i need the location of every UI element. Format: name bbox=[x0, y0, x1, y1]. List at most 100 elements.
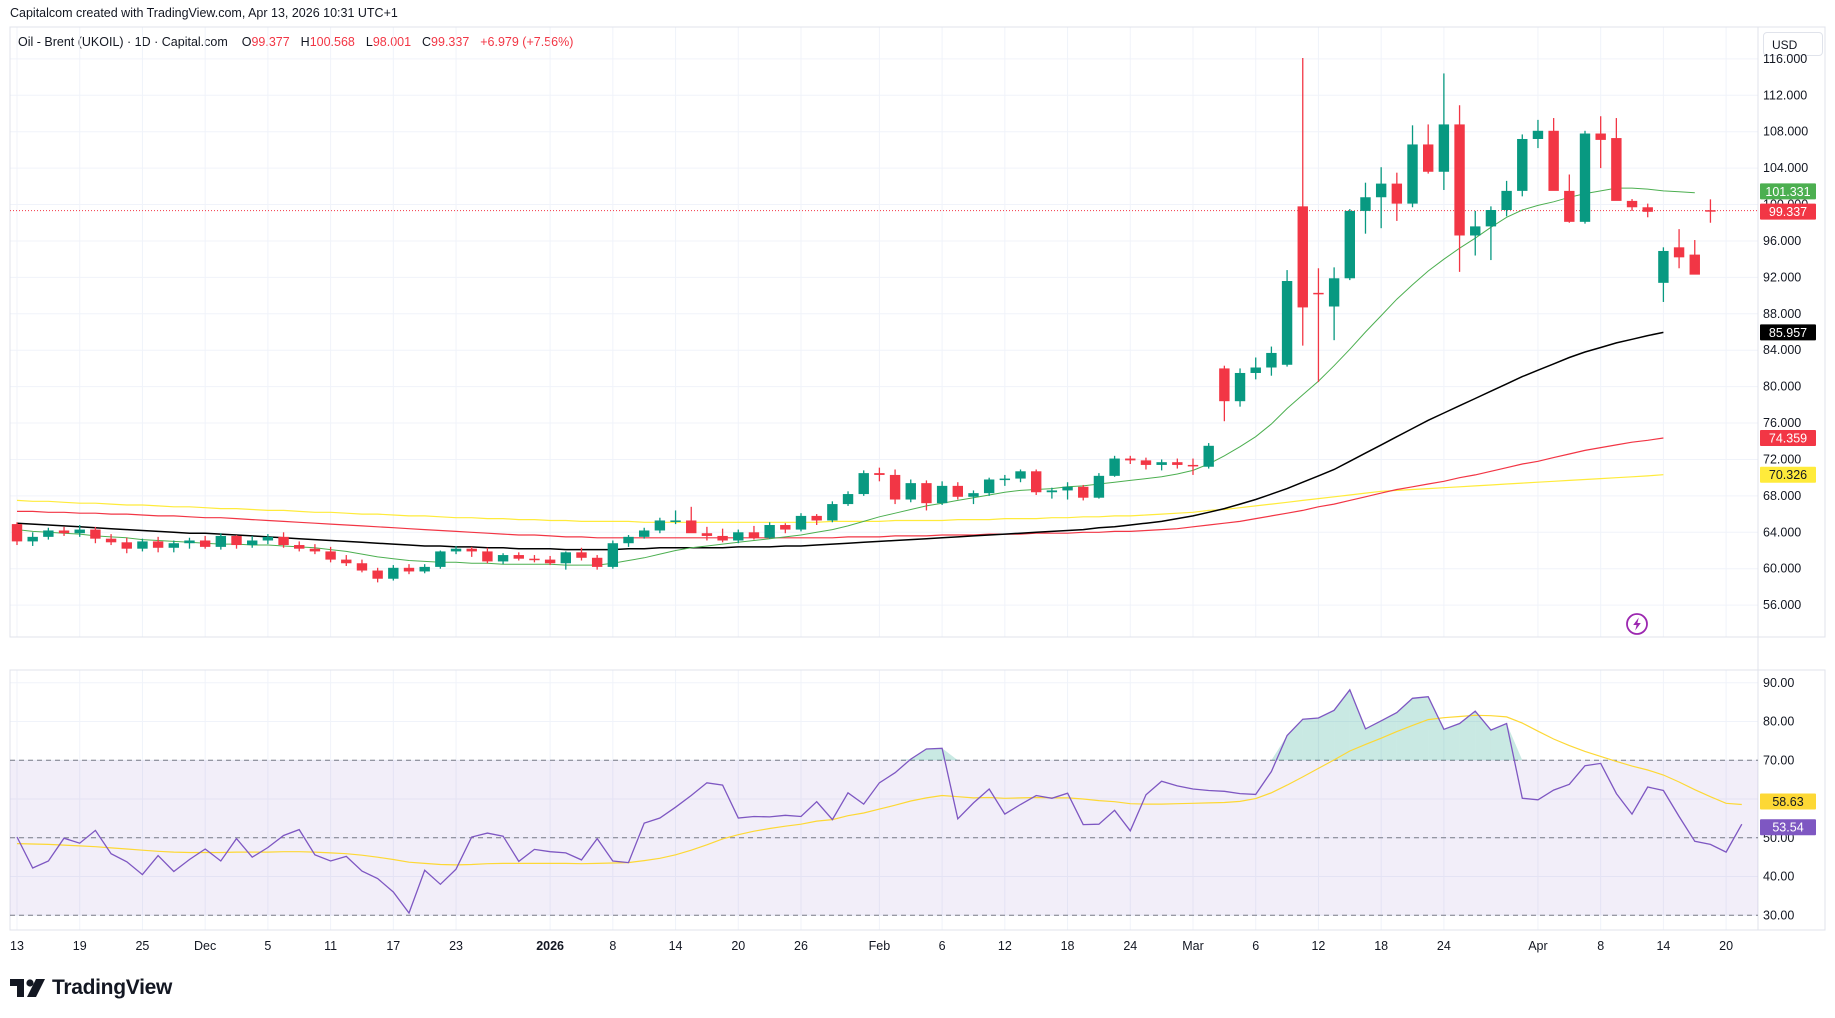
symbol-title[interactable]: Oil - Brent (UKOIL) · 1D · Capital.com bbox=[18, 35, 228, 49]
candle-body bbox=[1407, 144, 1418, 204]
gridlines bbox=[10, 27, 1758, 930]
rsi-band bbox=[10, 759, 1758, 916]
candle-body bbox=[1344, 210, 1355, 279]
candle-body bbox=[294, 545, 305, 549]
candle-body bbox=[1689, 254, 1700, 275]
candle-body bbox=[1532, 130, 1544, 139]
candle-body bbox=[999, 478, 1011, 481]
candle-body bbox=[639, 530, 650, 537]
rsi-overbought-fill bbox=[1412, 696, 1429, 761]
low-label: L bbox=[365, 35, 373, 49]
rsi-line bbox=[16, 688, 1743, 915]
candle-body bbox=[780, 525, 791, 530]
rsi-overbought-fill bbox=[1349, 689, 1366, 761]
candle-body bbox=[325, 551, 336, 560]
candle-body bbox=[670, 520, 681, 522]
candle-body bbox=[1626, 200, 1638, 208]
rsi-overbought-fill bbox=[1271, 735, 1288, 761]
rsi-overbought-fill bbox=[1396, 698, 1413, 761]
price-tick-label: 116.000 bbox=[1763, 52, 1807, 66]
time-tick-label: 14 bbox=[1656, 939, 1670, 953]
candle-body bbox=[450, 548, 462, 552]
rsi-overbought-fill bbox=[1334, 689, 1350, 761]
time-tick-label: 18 bbox=[1374, 939, 1388, 953]
price-tick-label: 64.000 bbox=[1763, 525, 1801, 539]
price-tick-label: 104.000 bbox=[1763, 161, 1808, 175]
rsi-overbought-fill bbox=[942, 748, 958, 761]
high-value: 100.568 bbox=[309, 35, 355, 49]
candle-body bbox=[936, 485, 948, 504]
time-tick-label: Dec bbox=[194, 939, 216, 953]
candle-body bbox=[152, 541, 164, 548]
price-tick-label: 56.000 bbox=[1763, 598, 1801, 612]
candle-body bbox=[1093, 475, 1105, 498]
candle-body bbox=[90, 529, 101, 539]
candle-body bbox=[435, 551, 446, 567]
candlesticks bbox=[11, 57, 1716, 583]
candle-body bbox=[372, 570, 383, 579]
open-label: O bbox=[241, 35, 252, 49]
tradingview-logo-icon bbox=[10, 979, 45, 997]
time-tick-label: 12 bbox=[998, 939, 1012, 953]
candle-body bbox=[27, 536, 38, 542]
ma_fast-line bbox=[16, 187, 1695, 566]
rsi-badge-bg bbox=[1760, 819, 1816, 836]
candle-body bbox=[247, 540, 258, 546]
candle-body bbox=[1281, 281, 1293, 365]
candle-body bbox=[1705, 210, 1716, 212]
time-tick-label: 6 bbox=[939, 939, 946, 953]
candle-body bbox=[215, 535, 227, 547]
candle-body bbox=[544, 559, 556, 564]
candle-body bbox=[733, 532, 744, 541]
rsi-tick-label: 70.00 bbox=[1763, 753, 1794, 767]
lightning-icon[interactable] bbox=[1626, 613, 1648, 635]
candle-body bbox=[74, 529, 85, 534]
candle-body bbox=[513, 555, 524, 559]
candle-body bbox=[1187, 464, 1199, 467]
candle-body bbox=[1015, 471, 1026, 479]
candle-body bbox=[341, 559, 352, 564]
candle-body bbox=[231, 535, 242, 546]
candle-body bbox=[968, 493, 979, 497]
price-axis[interactable]: 116.000112.000108.000104.000100.00096.00… bbox=[1763, 52, 1808, 612]
source-line: Capitalcom created with TradingView.com,… bbox=[10, 6, 398, 20]
candle-body bbox=[309, 548, 321, 552]
time-tick-label: 14 bbox=[669, 939, 683, 953]
currency-button[interactable]: USD bbox=[1763, 32, 1823, 56]
candle-body bbox=[874, 473, 885, 475]
candle-body bbox=[466, 548, 477, 552]
candle-body bbox=[1470, 226, 1481, 236]
ma-fast-badge-bg bbox=[1760, 183, 1816, 200]
candle-body bbox=[795, 515, 807, 530]
high-label: H bbox=[300, 35, 310, 49]
candle-body bbox=[199, 540, 211, 547]
candle-body bbox=[983, 479, 995, 494]
candle-body bbox=[1548, 130, 1559, 191]
time-axis[interactable]: 13 19 25 Dec 5 11 17 23 2026 8 14 20 26 Feb 6 12 18 24 Mar… bbox=[10, 939, 1733, 953]
ma_red-line bbox=[17, 437, 1664, 539]
candle-body bbox=[1140, 460, 1152, 465]
rsi-overbought-fill bbox=[1459, 711, 1476, 761]
candle-body bbox=[1611, 138, 1622, 201]
candle-body bbox=[952, 485, 963, 497]
candle-body bbox=[1595, 133, 1606, 140]
tradingview-logo[interactable]: TradingView bbox=[10, 976, 172, 999]
candle-body bbox=[1360, 197, 1371, 211]
rsi-overbought-fill bbox=[1490, 723, 1507, 761]
price-tick-label: 92.000 bbox=[1763, 270, 1801, 284]
time-tick-label: 5 bbox=[264, 939, 271, 953]
candle-body bbox=[105, 538, 117, 543]
rsi-overbought-fill bbox=[1506, 723, 1523, 761]
rsi-ma-badge-text: 58.63 bbox=[1772, 795, 1803, 809]
candle-body bbox=[717, 535, 728, 541]
candle-body bbox=[1501, 190, 1512, 210]
time-tick-label: 20 bbox=[1719, 939, 1733, 953]
candle-body bbox=[1031, 471, 1042, 493]
ma-red-badge: 74.359 bbox=[1760, 429, 1816, 446]
candle-body bbox=[43, 530, 54, 537]
candle-body bbox=[1454, 124, 1465, 236]
rsi-tick-label: 80.00 bbox=[1763, 715, 1794, 729]
rsi-overbought-fill bbox=[1365, 720, 1382, 761]
price-tick-label: 72.000 bbox=[1763, 452, 1801, 466]
